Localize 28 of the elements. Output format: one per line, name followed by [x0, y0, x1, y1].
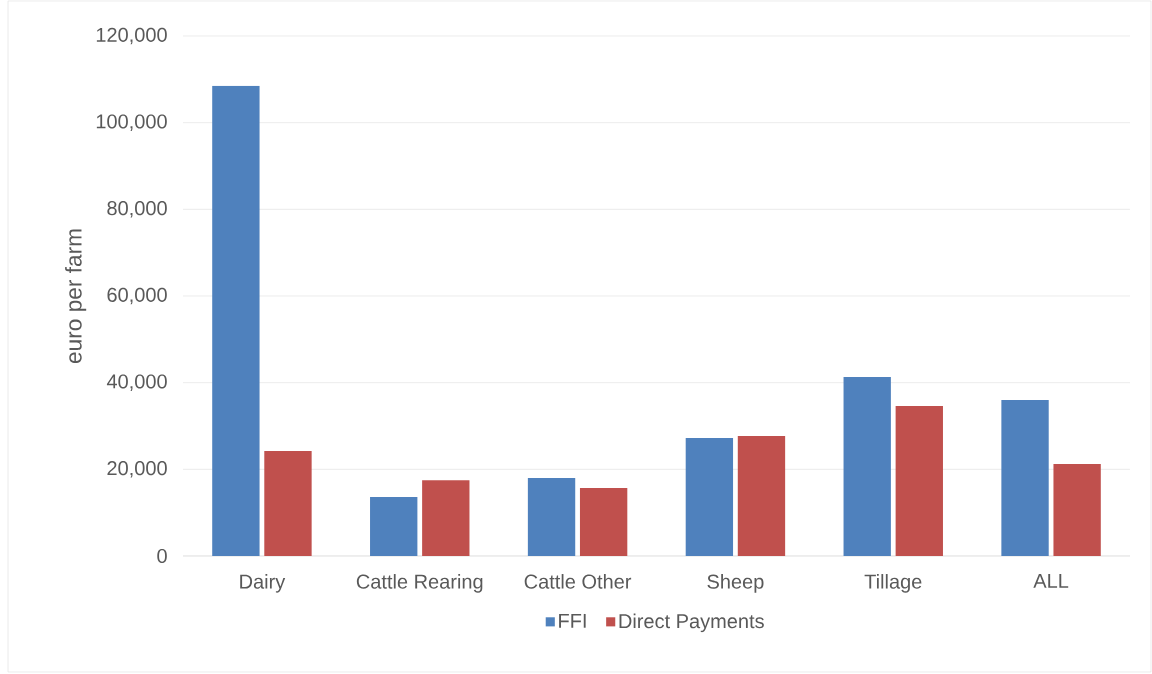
- x-tick-label: Dairy: [240, 574, 286, 593]
- bar: [370, 497, 418, 556]
- bar: [685, 438, 734, 556]
- x-tick-label: Tillage: [864, 574, 922, 593]
- legend-label: Direct Payments: [619, 613, 764, 633]
- y-tick-label: 60,000: [107, 287, 167, 305]
- bar: [895, 406, 943, 556]
- bar: [212, 85, 260, 556]
- bar: [843, 377, 891, 556]
- x-tick-label: Cattle Other: [524, 574, 632, 589]
- bar: [1001, 399, 1049, 556]
- y-tick-label: 0: [157, 548, 167, 564]
- y-tick-label: 80,000: [107, 201, 167, 218]
- bar: [1053, 464, 1101, 556]
- x-tick-label: Sheep: [707, 574, 764, 593]
- bar: [422, 480, 470, 556]
- y-tick-label: 120,000: [96, 27, 167, 45]
- y-tick-label: 100,000: [96, 114, 167, 131]
- bar: [527, 477, 576, 556]
- bar: [264, 451, 312, 556]
- x-tick-label: ALL: [1033, 574, 1069, 588]
- bar: [579, 487, 628, 556]
- legend-label: FFI: [559, 613, 586, 628]
- y-tick-label: 40,000: [106, 374, 167, 391]
- y-axis-title: euro per farm: [65, 229, 87, 364]
- x-tick-label: Cattle Rearing: [356, 574, 483, 593]
- y-tick-label: 20,000: [107, 461, 167, 478]
- bar: [737, 435, 786, 556]
